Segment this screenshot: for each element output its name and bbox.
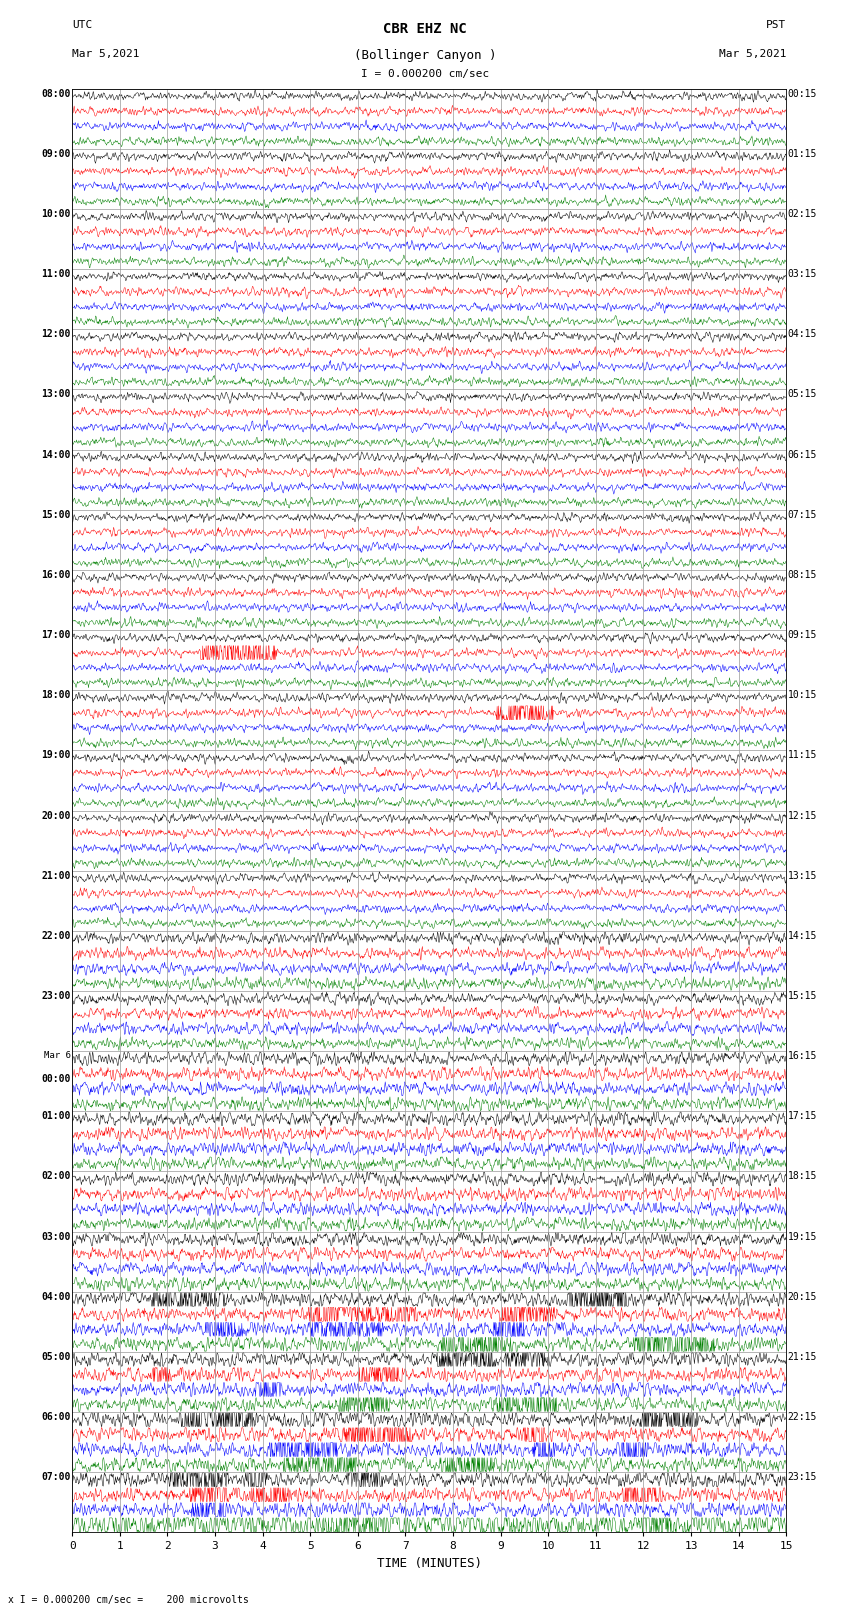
Text: x I = 0.000200 cm/sec =    200 microvolts: x I = 0.000200 cm/sec = 200 microvolts: [8, 1595, 249, 1605]
Text: Mar 6: Mar 6: [44, 1052, 71, 1060]
Text: CBR EHZ NC: CBR EHZ NC: [383, 23, 467, 35]
Text: 15:15: 15:15: [788, 990, 817, 1002]
Text: 10:15: 10:15: [788, 690, 817, 700]
Text: 19:00: 19:00: [42, 750, 71, 760]
Text: 23:15: 23:15: [788, 1473, 817, 1482]
Text: I = 0.000200 cm/sec: I = 0.000200 cm/sec: [361, 69, 489, 79]
Text: 08:15: 08:15: [788, 569, 817, 581]
Text: 19:15: 19:15: [788, 1232, 817, 1242]
Text: 00:00: 00:00: [42, 1074, 71, 1084]
Text: 11:15: 11:15: [788, 750, 817, 760]
Text: Mar 5,2021: Mar 5,2021: [719, 48, 786, 58]
Text: 01:15: 01:15: [788, 148, 817, 158]
Text: 15:00: 15:00: [42, 510, 71, 519]
Text: 18:00: 18:00: [42, 690, 71, 700]
Text: 07:00: 07:00: [42, 1473, 71, 1482]
Text: 14:00: 14:00: [42, 450, 71, 460]
Text: 16:15: 16:15: [788, 1052, 817, 1061]
Text: 21:00: 21:00: [42, 871, 71, 881]
Text: 00:15: 00:15: [788, 89, 817, 98]
Text: 21:15: 21:15: [788, 1352, 817, 1361]
Text: 06:00: 06:00: [42, 1411, 71, 1423]
Text: 13:15: 13:15: [788, 871, 817, 881]
Text: 18:15: 18:15: [788, 1171, 817, 1181]
Text: 10:00: 10:00: [42, 210, 71, 219]
Text: 11:00: 11:00: [42, 269, 71, 279]
Text: PST: PST: [766, 19, 786, 29]
Text: 12:15: 12:15: [788, 811, 817, 821]
Text: 08:00: 08:00: [42, 89, 71, 98]
Text: 22:00: 22:00: [42, 931, 71, 940]
Text: 13:00: 13:00: [42, 389, 71, 400]
Text: 02:15: 02:15: [788, 210, 817, 219]
Text: 17:00: 17:00: [42, 631, 71, 640]
Text: 02:00: 02:00: [42, 1171, 71, 1181]
Text: 05:00: 05:00: [42, 1352, 71, 1361]
Text: 17:15: 17:15: [788, 1111, 817, 1121]
Text: UTC: UTC: [72, 19, 93, 29]
Text: 12:00: 12:00: [42, 329, 71, 339]
Text: 03:15: 03:15: [788, 269, 817, 279]
Text: 23:00: 23:00: [42, 990, 71, 1002]
X-axis label: TIME (MINUTES): TIME (MINUTES): [377, 1557, 482, 1569]
Text: 06:15: 06:15: [788, 450, 817, 460]
Text: (Bollinger Canyon ): (Bollinger Canyon ): [354, 48, 496, 61]
Text: 03:00: 03:00: [42, 1232, 71, 1242]
Text: 14:15: 14:15: [788, 931, 817, 940]
Text: 01:00: 01:00: [42, 1111, 71, 1121]
Text: 22:15: 22:15: [788, 1411, 817, 1423]
Text: 05:15: 05:15: [788, 389, 817, 400]
Text: 20:00: 20:00: [42, 811, 71, 821]
Text: 04:00: 04:00: [42, 1292, 71, 1302]
Text: 20:15: 20:15: [788, 1292, 817, 1302]
Text: 09:00: 09:00: [42, 148, 71, 158]
Text: 04:15: 04:15: [788, 329, 817, 339]
Text: Mar 5,2021: Mar 5,2021: [72, 48, 139, 58]
Text: 09:15: 09:15: [788, 631, 817, 640]
Text: 07:15: 07:15: [788, 510, 817, 519]
Text: 16:00: 16:00: [42, 569, 71, 581]
